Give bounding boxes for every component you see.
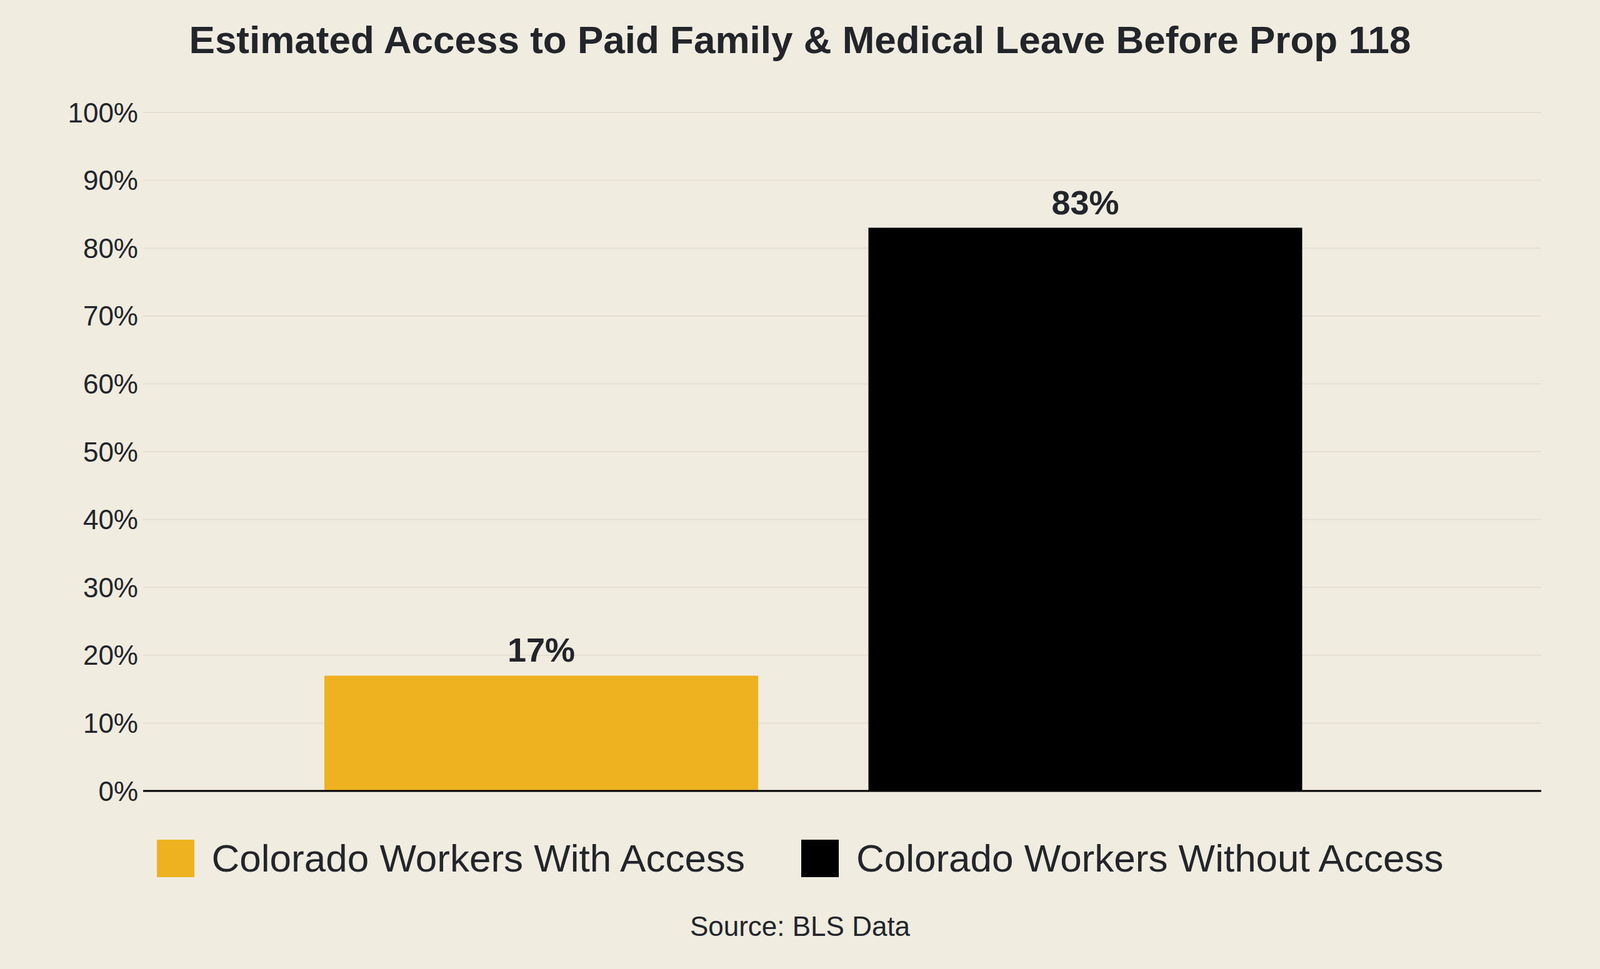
svg-text:60%: 60% [83,368,139,400]
svg-text:50%: 50% [83,436,139,468]
svg-text:70%: 70% [83,300,139,332]
html-text:Source: BLS Data: Source: BLS Data [689,911,911,942]
svg-text:17%: 17% [507,631,575,669]
svg-text:80%: 80% [83,233,139,264]
svg-text:40%: 40% [83,504,139,535]
html-text:Colorado Workers Without Acces: Colorado Workers Without Access [856,836,1444,880]
svg-text:10%: 10% [83,708,139,739]
svg-text:30%: 30% [83,572,139,604]
svg-text:90%: 90% [83,165,139,196]
svg-text:20%: 20% [83,640,139,671]
svg-text:83%: 83% [1051,183,1119,222]
html-text:Colorado Workers With Access: Colorado Workers With Access [211,836,745,880]
svg-text:100%: 100% [67,97,139,129]
html-text:Estimated Access to Paid Famil: Estimated Access to Paid Family & Medica… [189,18,1411,62]
svg-text:0%: 0% [98,776,139,807]
